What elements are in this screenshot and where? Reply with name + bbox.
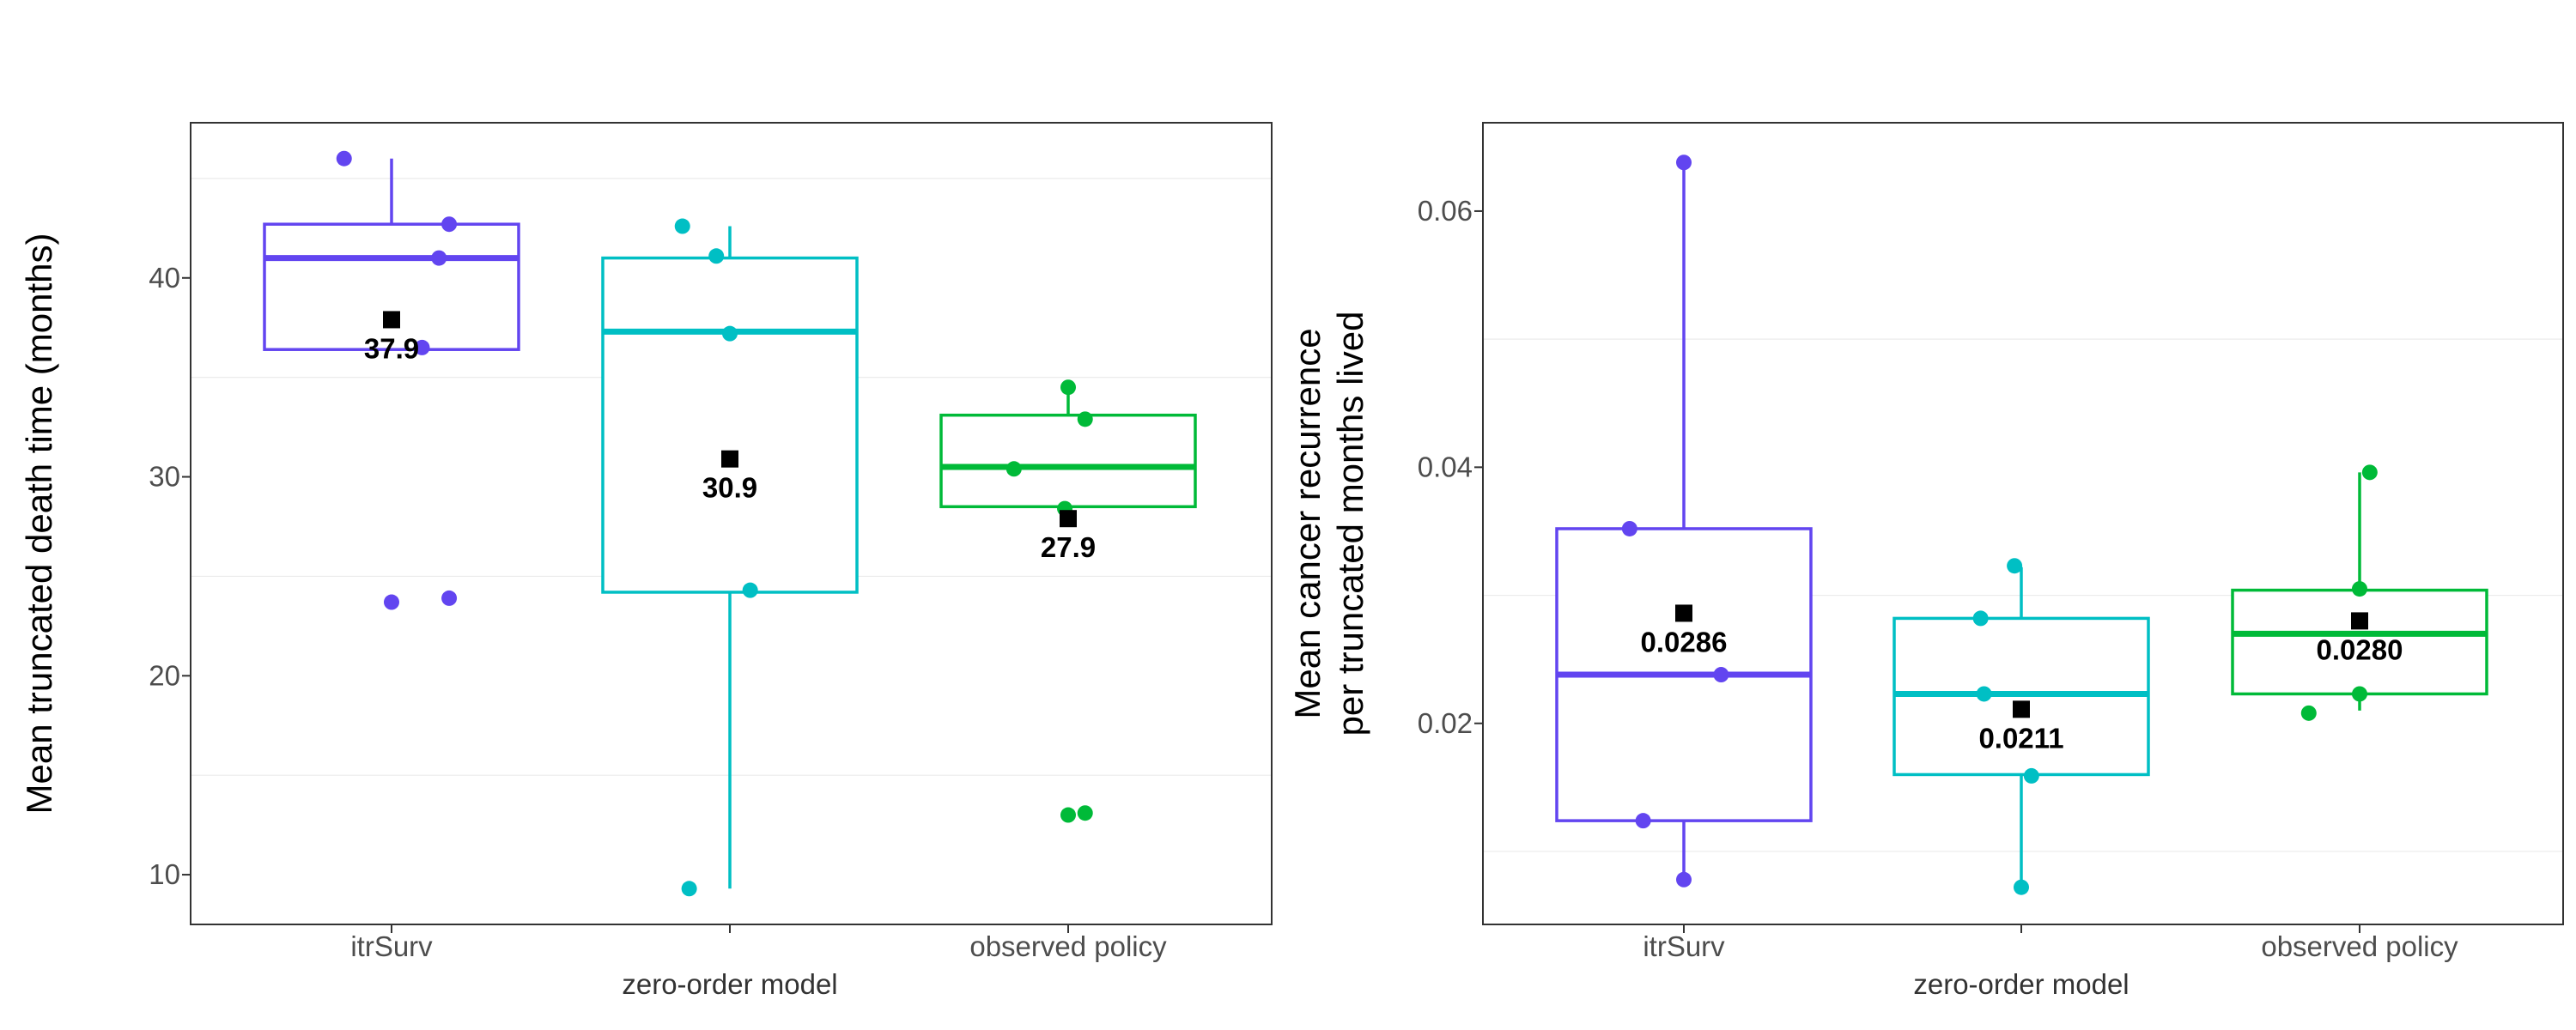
data-point [414,339,430,355]
x-category-label: observed policy [969,930,1167,962]
y-axis-title-line: Mean cancer recurrence [1287,328,1327,718]
data-point [1060,379,1076,396]
data-point [2352,686,2367,702]
mean-marker [1675,604,1692,622]
box-body [2231,588,2488,696]
data-point [1621,520,1637,536]
y-axis-title-line: per truncated months lived [1330,312,1370,736]
y-axis-title: Mean truncated death time (months) [19,233,59,814]
y-tick-label: 0.02 [1418,707,1473,739]
data-point [708,248,725,264]
x-category-label: observed policy [2261,930,2458,962]
mean-label: 37.9 [364,332,419,364]
y-tick-label: 20 [149,659,180,691]
panel-border [1482,122,2564,925]
y-tick-label: 0.04 [1418,451,1473,482]
data-point [1713,667,1729,683]
x-category-label: itrSurv [350,930,433,962]
data-point [1976,686,1992,702]
y-axis-title: Mean cancer recurrenceper truncated mont… [1287,312,1370,736]
right-panel-boxplot: 0.02 0.04 0.06 Mean cancer recurrenceper tr… [1287,122,2564,1000]
data-point [1676,154,1692,171]
mean-label: 0.0211 [1978,722,2063,754]
mean-marker [721,450,738,468]
box-body [263,222,520,351]
box-group-itrsurv: 37.9 [263,150,520,610]
mean-marker [1060,510,1077,528]
mean-marker [383,311,400,329]
box-body [939,413,1197,509]
mean-marker [2013,700,2030,718]
data-point [2300,705,2317,721]
x-category-label: zero-order model [1913,968,2129,1000]
data-point [2014,879,2029,895]
data-point [1972,610,1989,627]
data-point [1060,807,1076,823]
data-point [1077,805,1093,821]
box-group-zero-order-model: 0.0211 [1893,558,2150,895]
box-group-itrsurv: 0.0286 [1555,154,1813,888]
y-tick-label: 40 [149,262,180,294]
box-group-observed-policy: 27.9 [939,379,1197,823]
panel-border [190,122,1273,925]
mean-label: 0.0280 [2317,633,2403,665]
data-point [441,590,458,606]
x-category-label: itrSurv [1643,930,1725,962]
y-tick-label: 0.06 [1418,195,1473,227]
y-tick-label: 30 [149,461,180,493]
data-point [441,216,458,233]
data-point [431,250,447,266]
mean-label: 30.9 [702,472,757,504]
mean-label: 0.0286 [1641,626,1728,657]
data-point [1635,813,1651,829]
data-point [1077,411,1093,427]
data-point [722,325,738,342]
data-point [674,218,690,234]
data-point [2023,767,2039,784]
data-point [2007,558,2023,574]
data-point [1005,461,1022,477]
data-point [2352,581,2367,597]
left-panel-boxplot: 10 20 30 40 Mean truncated death time (month… [19,122,1273,1000]
mean-label: 27.9 [1041,531,1096,563]
mean-marker [2351,612,2368,630]
x-category-label: zero-order model [622,968,837,1000]
y-tick-label: 10 [149,858,180,890]
data-point [742,582,758,598]
data-point [384,594,399,610]
data-point [1676,871,1692,888]
box-body [601,256,859,594]
box-group-observed-policy: 0.0280 [2231,464,2488,721]
data-point [336,150,352,167]
data-point [2361,464,2378,481]
data-point [681,881,697,897]
box-group-zero-order-model: 30.9 [601,218,859,897]
